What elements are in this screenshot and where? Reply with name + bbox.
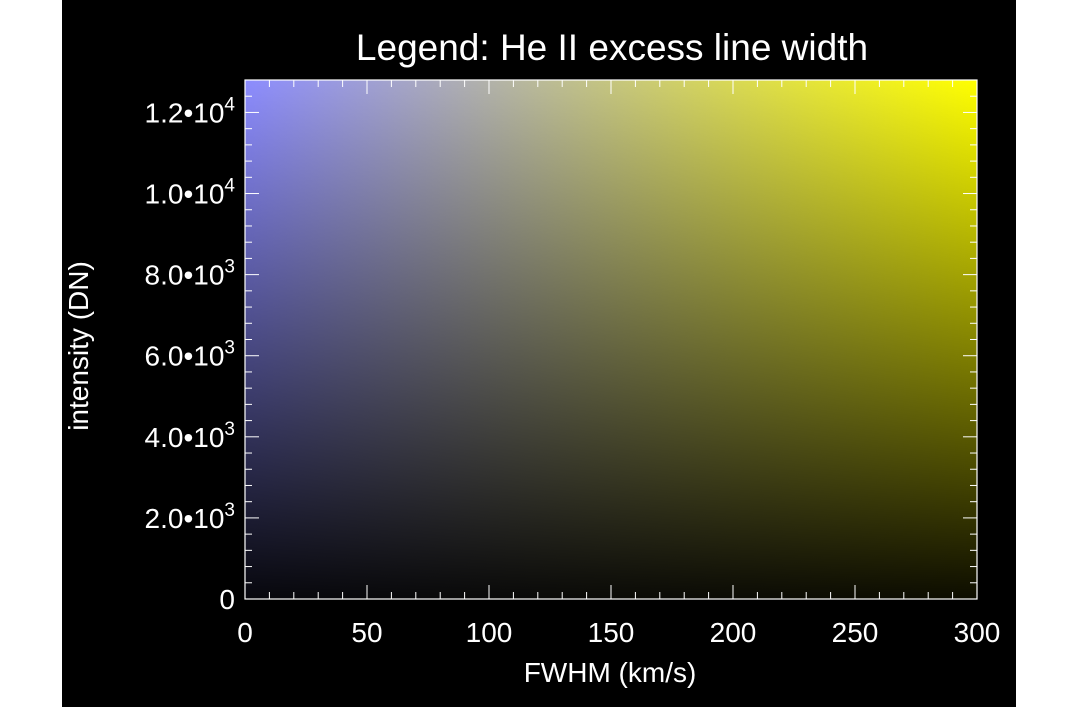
axes: [244, 79, 978, 600]
x-tick-label: 50: [351, 617, 382, 648]
x-tick-label: 200: [710, 617, 757, 648]
x-axis-label: FWHM (km/s): [524, 657, 697, 688]
x-tick-label: 0: [237, 617, 253, 648]
y-tick-label: 0: [219, 584, 235, 615]
y-tick-label: 6.0•103: [145, 338, 235, 372]
color-map-intensity-shade: [245, 80, 977, 599]
y-tick-label: 4.0•103: [145, 419, 235, 453]
y-tick-labels: 0 2.0•103 4.0•103 6.0•103 8.0•103 1.0•104 1.2•…: [145, 94, 236, 615]
x-tick-label: 100: [466, 617, 513, 648]
chart-panel: Legend: He II excess line width 0 50 100 15…: [62, 0, 1016, 707]
x-tick-label: 250: [832, 617, 879, 648]
y-tick-label: 1.0•104: [145, 176, 236, 210]
x-tick-label: 300: [954, 617, 1001, 648]
chart-title: Legend: He II excess line width: [356, 27, 868, 68]
chart-svg: Legend: He II excess line width 0 50 100 15…: [63, 27, 1000, 688]
x-tick-label: 150: [588, 617, 635, 648]
y-tick-label: 1.2•104: [145, 94, 236, 128]
x-tick-labels: 0 50 100 150 200 250 300: [237, 617, 1000, 648]
y-tick-label: 2.0•103: [145, 500, 235, 534]
y-tick-label: 8.0•103: [145, 257, 235, 291]
y-axis-label: intensity (DN): [63, 261, 94, 431]
